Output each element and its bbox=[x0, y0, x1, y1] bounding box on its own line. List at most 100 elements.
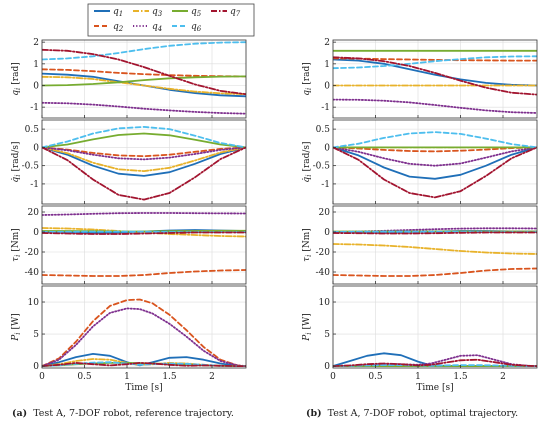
chart-a-3: 0 5 10 0 0.5 1 1.5 2 Pi[W] Time [s] bbox=[11, 285, 247, 393]
chart-b-3: 0 5 10 0 0.5 1 1.5 2 Pi[W] Time [s] bbox=[302, 285, 538, 393]
series-line-q6 bbox=[333, 364, 537, 367]
y-tick-label: 2 bbox=[33, 38, 39, 48]
caption-b-label: (b) bbox=[306, 408, 322, 419]
y-tick-label: -1 bbox=[30, 103, 39, 113]
series-line-q2 bbox=[333, 267, 537, 277]
y-tick-label: 5 bbox=[324, 330, 330, 340]
series-line-q4 bbox=[42, 212, 246, 216]
caption-a-label: (a) bbox=[12, 408, 27, 419]
legend-box bbox=[87, 3, 255, 37]
x-tick-label: 1.5 bbox=[162, 372, 177, 382]
y-axis-label: qi[rad] bbox=[11, 62, 22, 95]
series-line-q1 bbox=[333, 58, 537, 87]
x-tick-label: 1 bbox=[415, 372, 421, 382]
y-tick-label: 0.5 bbox=[25, 125, 40, 135]
chart-a-0: -1 0 1 2 qi[rad] bbox=[11, 38, 247, 119]
y-axis-label: qi[rad] bbox=[302, 62, 313, 95]
series-line-q4 bbox=[333, 98, 537, 114]
y-tick-label: 10 bbox=[28, 298, 40, 308]
series-line-q7 bbox=[333, 231, 537, 235]
legend-label-q6: q6 bbox=[191, 22, 202, 33]
series-line-q7 bbox=[333, 358, 537, 367]
series-line-q1 bbox=[333, 146, 537, 180]
series-line-q6 bbox=[42, 126, 246, 149]
y-axis-label: q̇i[rad/s] bbox=[11, 141, 22, 182]
y-tick-label: 0 bbox=[33, 362, 39, 372]
legend-label-q4: q4 bbox=[152, 22, 162, 33]
x-axis-label: Time [s] bbox=[416, 383, 453, 393]
series-line-q1 bbox=[42, 72, 246, 98]
y-tick-label: 1 bbox=[324, 60, 330, 70]
y-tick-label: -1 bbox=[321, 180, 330, 190]
series-line-q3 bbox=[42, 146, 246, 172]
y-tick-label: 0 bbox=[33, 143, 39, 153]
y-tick-label: -1 bbox=[321, 103, 330, 113]
series-line-q4 bbox=[42, 307, 246, 367]
series-line-q5 bbox=[42, 75, 246, 87]
series-line-q7 bbox=[42, 362, 246, 367]
x-tick-label: 2 bbox=[209, 372, 215, 382]
x-tick-label: 2 bbox=[500, 372, 506, 382]
y-tick-label: 5 bbox=[33, 330, 39, 340]
panels: -1012qi[rad]-1-0.500.5q̇i[rad/s]-40-2002… bbox=[11, 38, 538, 393]
y-tick-label: -40 bbox=[25, 268, 40, 278]
y-tick-label: 20 bbox=[319, 208, 331, 218]
series-line-q4 bbox=[42, 146, 246, 161]
caption-a: (a) Test A, 7-DOF robot, reference traje… bbox=[12, 408, 234, 419]
plot-frame bbox=[332, 205, 538, 285]
series-line-q3 bbox=[42, 75, 246, 96]
x-tick-label: 0.5 bbox=[368, 372, 383, 382]
y-tick-label: 20 bbox=[28, 208, 40, 218]
y-tick-label: 0 bbox=[324, 143, 330, 153]
chart-b-0: -1 0 1 2 qi[rad] bbox=[302, 38, 538, 119]
x-tick-label: 0.5 bbox=[77, 372, 92, 382]
y-tick-label: 0 bbox=[324, 228, 330, 238]
x-tick-label: 0 bbox=[330, 372, 336, 382]
x-axis-label: Time [s] bbox=[125, 383, 162, 393]
series-line-q7 bbox=[42, 231, 246, 235]
y-tick-label: 0 bbox=[324, 362, 330, 372]
series-line-q6 bbox=[42, 41, 246, 61]
series-line-q2 bbox=[42, 298, 246, 367]
chart-b-2: -40 -20 0 20 τi[Nm] bbox=[302, 205, 538, 285]
series-line-q5 bbox=[42, 132, 246, 149]
y-tick-label: 10 bbox=[319, 298, 331, 308]
plot-frame bbox=[41, 205, 247, 285]
series-line-q6 bbox=[333, 131, 537, 149]
y-tick-label: -20 bbox=[316, 248, 331, 258]
y-tick-label: -1 bbox=[30, 180, 39, 190]
y-tick-label: 1 bbox=[33, 60, 39, 70]
series-line-q6 bbox=[333, 55, 537, 70]
series-line-q7 bbox=[42, 48, 246, 96]
series-line-q3 bbox=[333, 243, 537, 255]
series-line-q5 bbox=[42, 229, 246, 233]
y-tick-label: -40 bbox=[316, 268, 331, 278]
y-tick-label: 0 bbox=[33, 228, 39, 238]
series-line-q2 bbox=[42, 146, 246, 158]
y-tick-label: 0 bbox=[33, 82, 39, 92]
captions: (a) Test A, 7-DOF robot, reference traje… bbox=[12, 408, 518, 419]
legend-label-q2: q2 bbox=[113, 22, 124, 33]
plot-frame bbox=[41, 39, 247, 119]
series-line-q4 bbox=[42, 101, 246, 115]
y-axis-label: q̇i[rad/s] bbox=[302, 141, 313, 182]
series-line-q1 bbox=[42, 146, 246, 177]
series-line-q7 bbox=[333, 56, 537, 96]
y-tick-label: 2 bbox=[324, 38, 330, 48]
y-tick-label: -0.5 bbox=[313, 162, 331, 172]
plot-frame bbox=[332, 285, 538, 369]
series-line-q7 bbox=[333, 146, 537, 199]
plot-frame bbox=[332, 119, 538, 205]
legend-label-q1: q1 bbox=[113, 7, 123, 18]
chart-a-2: -40 -20 0 20 τi[Nm] bbox=[11, 205, 247, 285]
y-axis-label: τi[Nm] bbox=[302, 228, 313, 262]
y-tick-label: -0.5 bbox=[22, 162, 40, 172]
y-tick-label: 0.5 bbox=[316, 125, 331, 135]
series-line-q4 bbox=[333, 146, 537, 167]
y-tick-label: 0 bbox=[324, 82, 330, 92]
series-line-q2 bbox=[42, 269, 246, 277]
series-line-q3 bbox=[42, 227, 246, 238]
plot-frame bbox=[41, 285, 247, 369]
x-tick-label: 1 bbox=[124, 372, 130, 382]
